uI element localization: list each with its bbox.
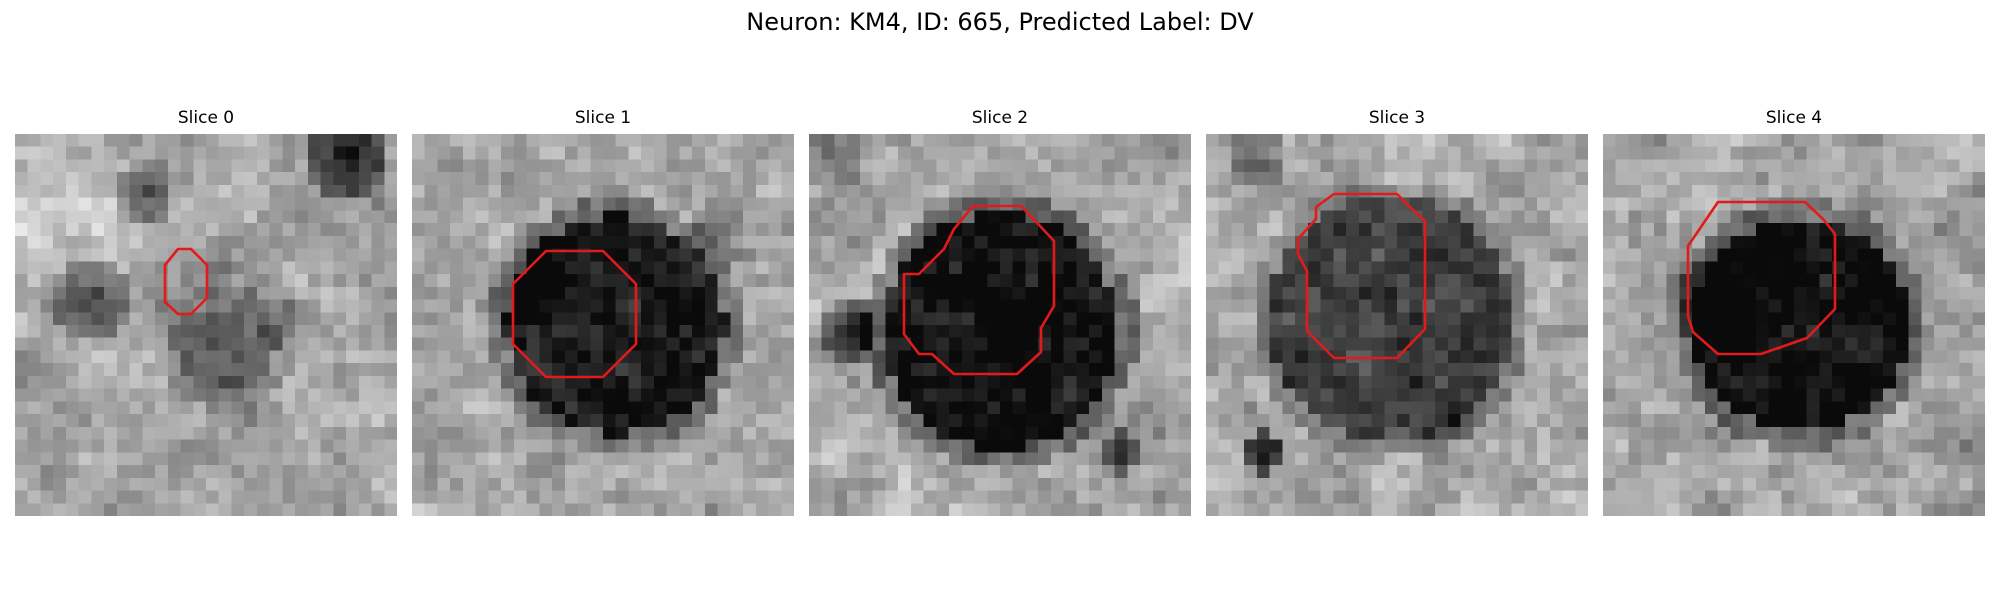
- slice-image: [15, 134, 397, 516]
- slice-title: Slice 4: [1765, 108, 1823, 128]
- figure-title: Neuron: KM4, ID: 665, Predicted Label: D…: [746, 8, 1254, 36]
- slice-title: Slice 2: [971, 108, 1029, 128]
- segmentation-contour: [1296, 192, 1427, 360]
- slice-image: [1603, 134, 1985, 516]
- slice-image: [809, 134, 1191, 516]
- slice-image: [1206, 134, 1588, 516]
- slice-title: Slice 3: [1368, 108, 1426, 128]
- slice-title: Slice 0: [177, 108, 235, 128]
- segmentation-contour: [902, 204, 1056, 376]
- segmentation-contour: [1686, 200, 1837, 356]
- segmentation-contour: [511, 249, 638, 379]
- slice-image: [412, 134, 794, 516]
- segmentation-contour: [163, 247, 209, 316]
- slice-title: Slice 1: [574, 108, 632, 128]
